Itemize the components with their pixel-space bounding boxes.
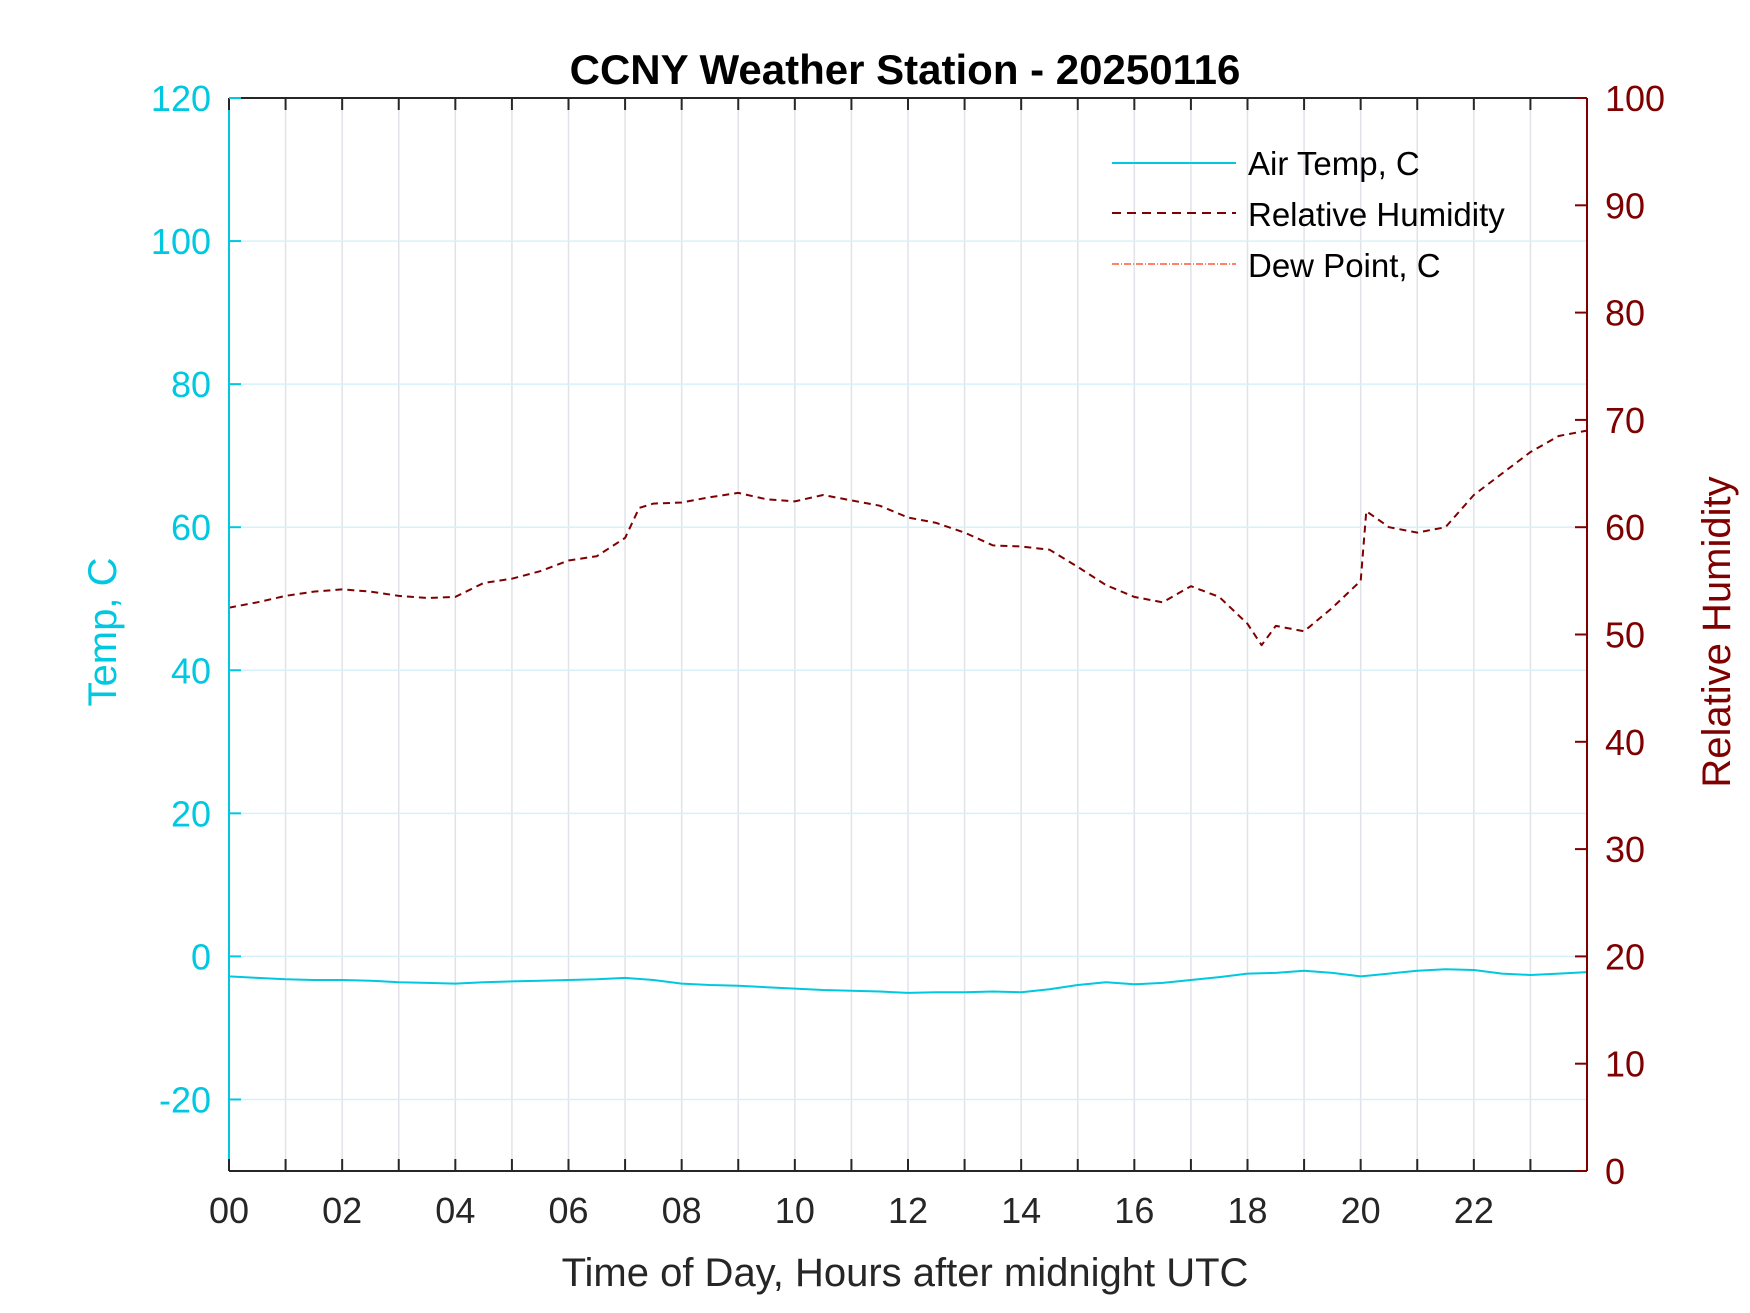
series-lines bbox=[228, 429, 1588, 994]
x-tick-label: 08 bbox=[662, 1190, 702, 1231]
y-right-tick-label: 80 bbox=[1605, 293, 1645, 334]
x-tick-label: 14 bbox=[1001, 1190, 1041, 1231]
y-right-tick-label: 10 bbox=[1605, 1044, 1645, 1085]
y-right-tick-label: 0 bbox=[1605, 1151, 1625, 1192]
series-line-air-temp-c bbox=[228, 968, 1588, 994]
x-tick-label: 18 bbox=[1227, 1190, 1267, 1231]
y-left-tick-label: 40 bbox=[171, 650, 211, 691]
axes bbox=[228, 97, 1588, 1172]
y-left-tick-label: 0 bbox=[191, 936, 211, 977]
chart-title: CCNY Weather Station - 20250116 bbox=[570, 46, 1241, 93]
legend-label-relative-humidity: Relative Humidity bbox=[1248, 196, 1505, 233]
x-tick-label: 10 bbox=[775, 1190, 815, 1231]
y-left-tick-label: 120 bbox=[151, 78, 211, 119]
x-tick-label: 16 bbox=[1114, 1190, 1154, 1231]
x-tick-label: 06 bbox=[548, 1190, 588, 1231]
y-right-tick-label: 30 bbox=[1605, 829, 1645, 870]
legend-label-air-temp: Air Temp, C bbox=[1248, 145, 1420, 182]
x-tick-label: 22 bbox=[1454, 1190, 1494, 1231]
series-line-relative-humidity bbox=[228, 429, 1588, 647]
y-right-tick-label: 70 bbox=[1605, 400, 1645, 441]
y-right-tick-label: 20 bbox=[1605, 936, 1645, 977]
y-right-tick-label: 90 bbox=[1605, 185, 1645, 226]
legend: Air Temp, C Relative Humidity Dew Point,… bbox=[1112, 145, 1505, 284]
y-left-tick-label: -20 bbox=[159, 1079, 211, 1120]
x-axis-label: Time of Day, Hours after midnight UTC bbox=[562, 1251, 1249, 1295]
y-axis-label-right: Relative Humidity bbox=[1695, 476, 1739, 787]
y-left-tick-label: 20 bbox=[171, 793, 211, 834]
y-right-tick-label: 100 bbox=[1605, 78, 1665, 119]
x-tick-label: 20 bbox=[1341, 1190, 1381, 1231]
y-left-tick-label: 80 bbox=[171, 364, 211, 405]
x-tick-label: 00 bbox=[209, 1190, 249, 1231]
y-left-tick-label: 60 bbox=[171, 507, 211, 548]
y-axis-label-left: Temp, C bbox=[81, 558, 125, 707]
x-tick-label: 12 bbox=[888, 1190, 928, 1231]
x-tick-label: 02 bbox=[322, 1190, 362, 1231]
y-right-tick-label: 40 bbox=[1605, 722, 1645, 763]
legend-label-dew-point: Dew Point, C bbox=[1248, 247, 1441, 284]
tick-labels: 00 02 04 06 08 10 12 14 16 18 20 22-200204060801001… bbox=[151, 78, 1665, 1231]
x-tick-label: 04 bbox=[435, 1190, 475, 1231]
y-right-tick-label: 50 bbox=[1605, 615, 1645, 656]
y-right-tick-label: 60 bbox=[1605, 507, 1645, 548]
y-left-tick-label: 100 bbox=[151, 221, 211, 262]
